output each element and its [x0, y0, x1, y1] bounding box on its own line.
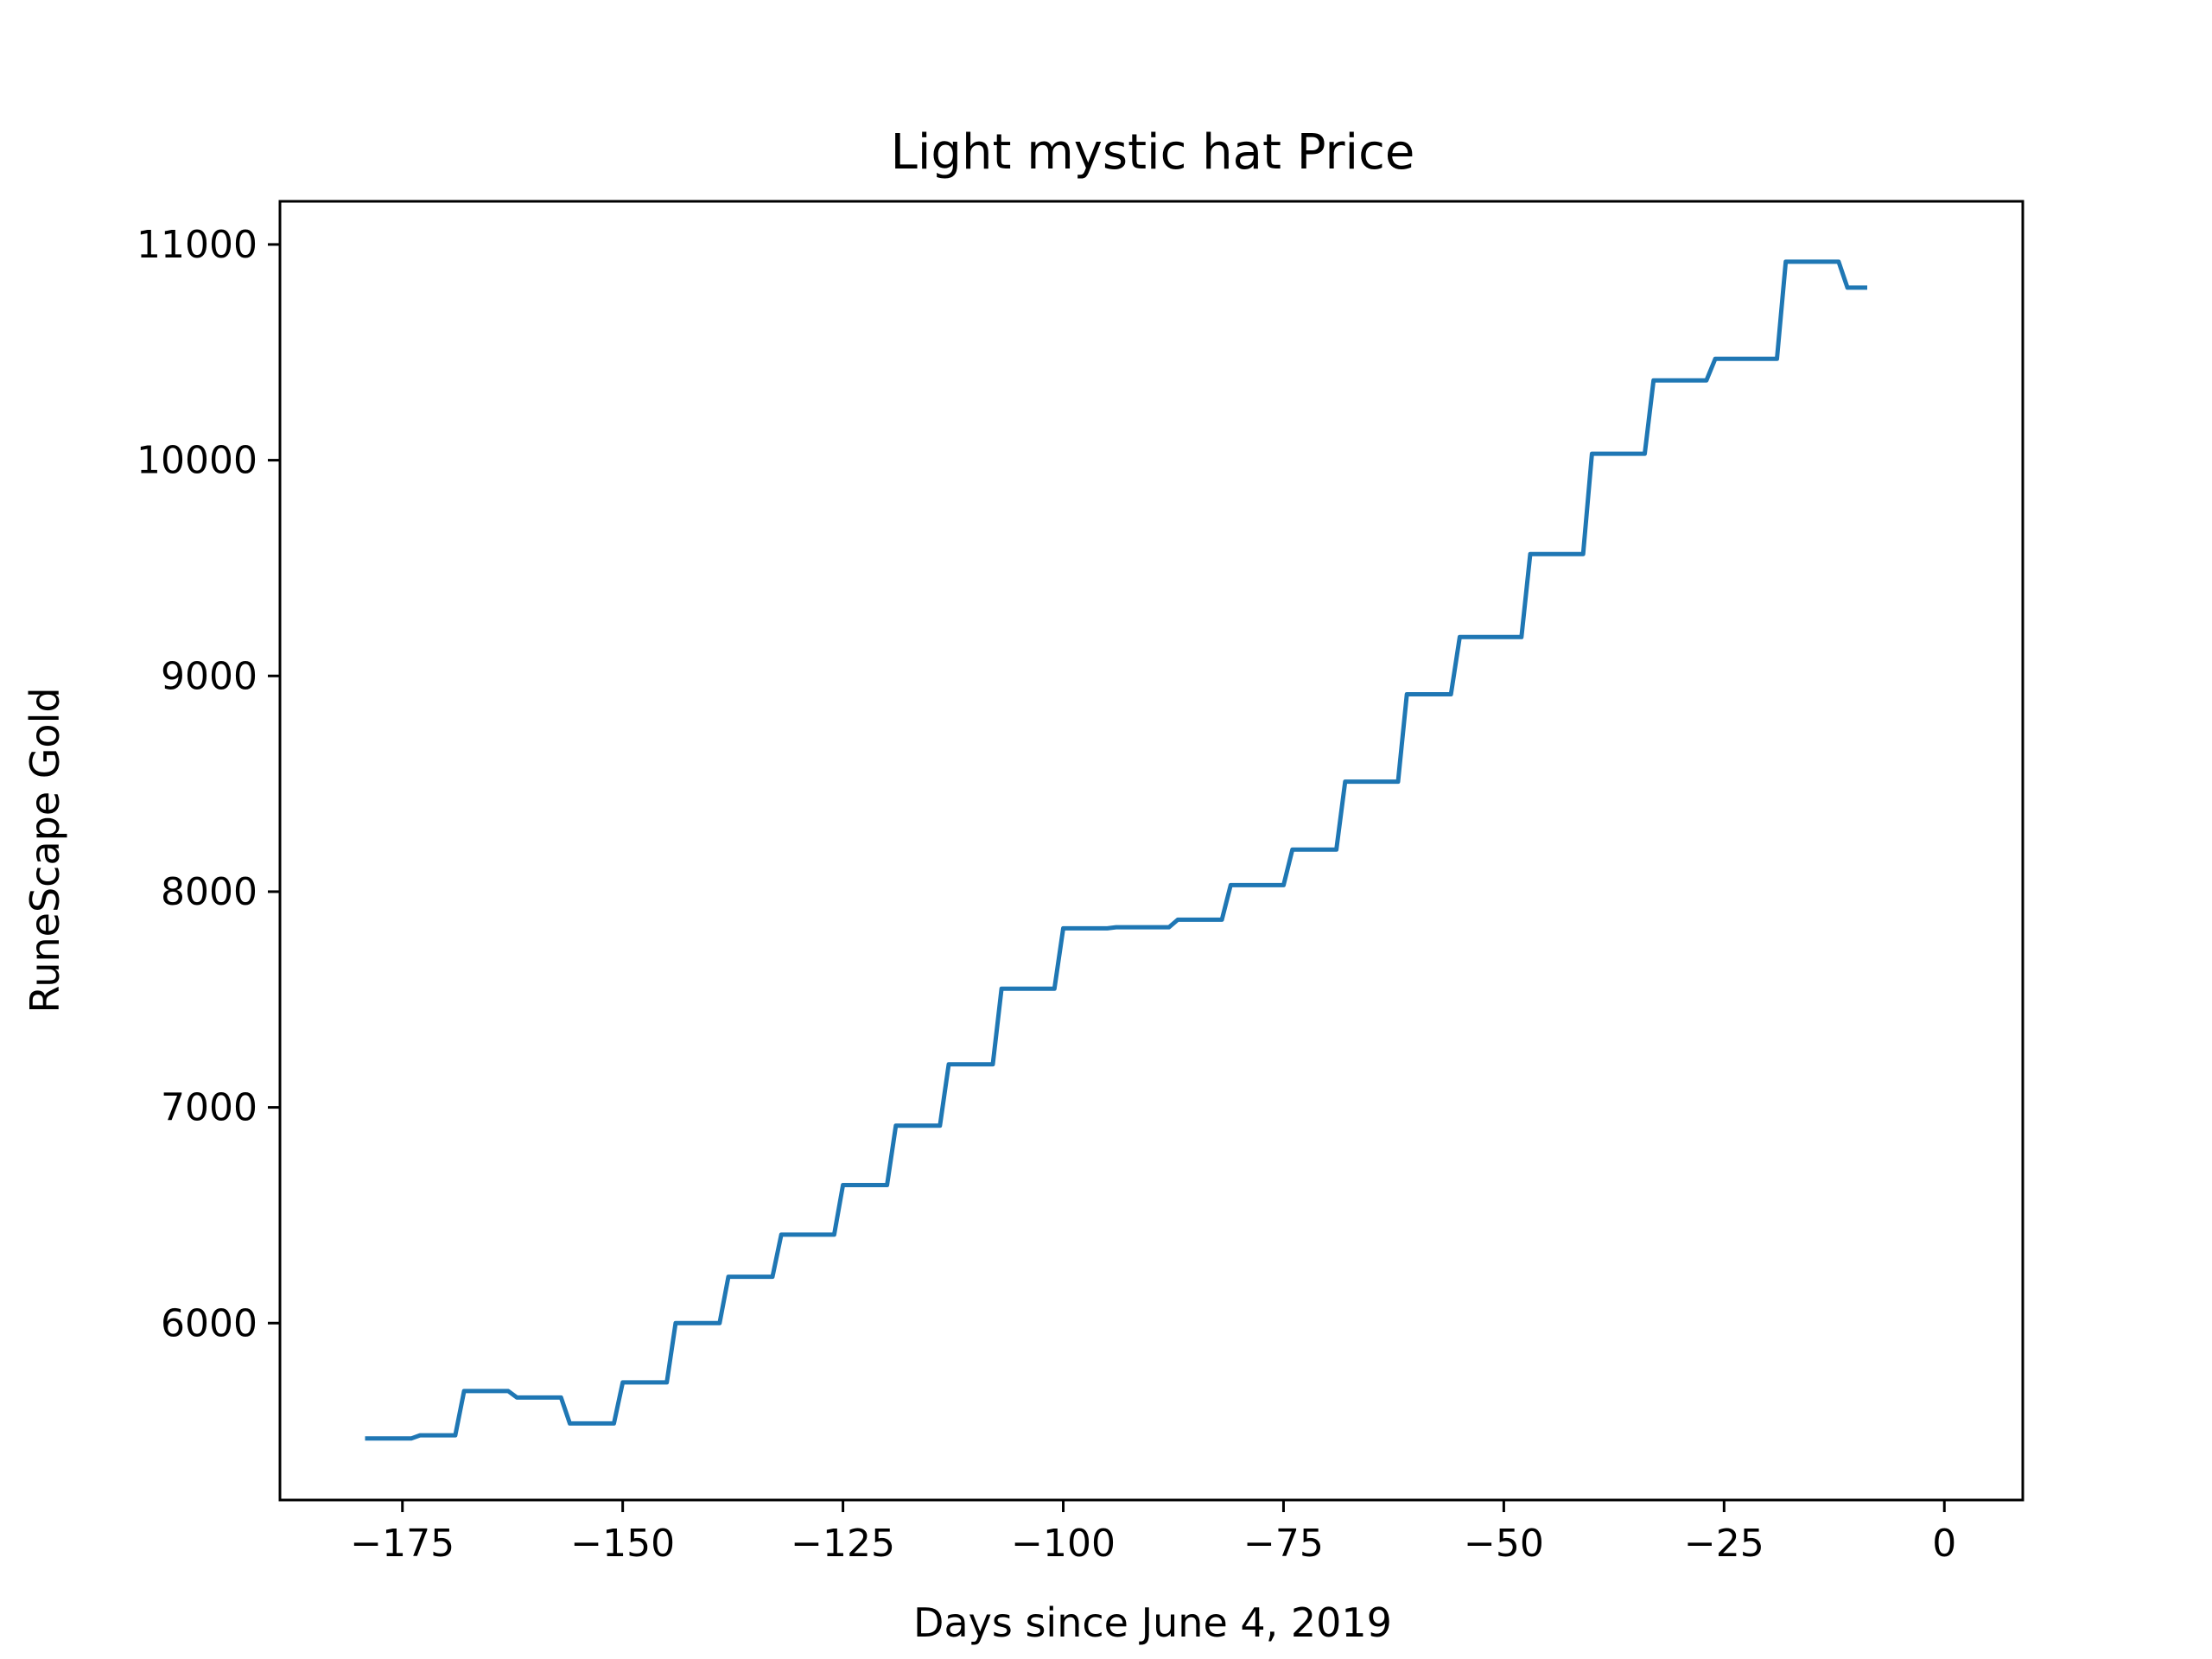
- x-tick-label: −100: [1011, 1522, 1116, 1566]
- x-tick-label: −50: [1464, 1522, 1544, 1566]
- x-tick-label: 0: [1932, 1522, 1956, 1566]
- x-tick-label: −25: [1684, 1522, 1764, 1566]
- series-line-0: [365, 259, 1867, 1441]
- y-tick-label: 7000: [161, 1086, 257, 1130]
- y-tick-label: 6000: [161, 1301, 257, 1345]
- y-tick-label: 9000: [161, 654, 257, 698]
- plot-area: [278, 200, 2024, 1502]
- y-axis: 6000 7000 8000 9000 10000 11000: [137, 223, 280, 1345]
- x-tick-label: −125: [791, 1522, 895, 1566]
- y-tick-label: 11000: [137, 223, 257, 267]
- x-axis: −175 −150 −125 −100 −75 −50 −25 0: [350, 1500, 1956, 1566]
- x-tick-label: −175: [350, 1522, 454, 1566]
- y-axis-label: RuneScape Gold: [22, 687, 68, 1013]
- chart-title: Light mystic hat Price: [891, 124, 1415, 181]
- y-tick-label: 10000: [137, 439, 257, 483]
- x-axis-label: Days since June 4, 2019: [913, 1599, 1392, 1646]
- y-tick-label: 8000: [161, 870, 257, 914]
- series-layer: [365, 259, 1867, 1441]
- plot-frame: [278, 200, 2024, 1502]
- x-tick-label: −150: [570, 1522, 675, 1566]
- x-tick-label: −75: [1243, 1522, 1324, 1566]
